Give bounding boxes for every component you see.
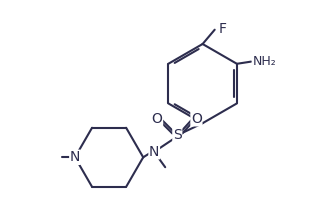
Text: S: S [173, 128, 182, 142]
Text: O: O [152, 112, 162, 126]
Text: NH₂: NH₂ [252, 55, 276, 68]
Text: O: O [191, 112, 202, 126]
Text: N: N [149, 145, 159, 159]
Text: N: N [70, 150, 80, 164]
Text: F: F [219, 22, 227, 36]
